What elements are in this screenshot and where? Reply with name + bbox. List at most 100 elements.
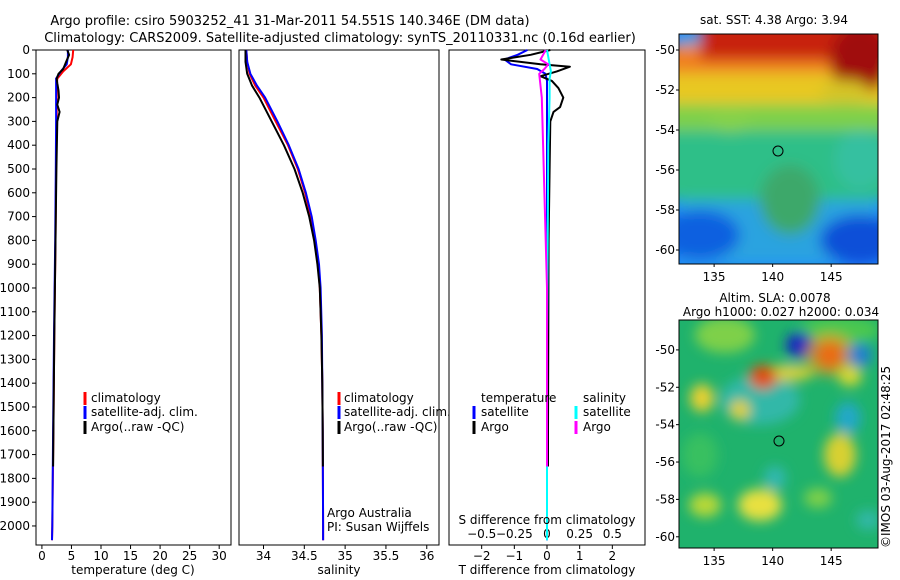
y-tick-label: 800 [7, 233, 30, 247]
sla-map-title-line2: Argo h1000: 0.027 h2000: 0.034 [683, 305, 879, 319]
map-y-tick-label: -58 [655, 203, 675, 217]
y-tick-label: 1900 [0, 495, 30, 509]
series-line-salinity-argo [538, 49, 550, 467]
x-tick-label: 34.5 [291, 549, 318, 563]
y-tick-label: 600 [7, 186, 30, 200]
figure-title-line1: Argo profile: csiro 5903252_41 31-Mar-20… [50, 14, 529, 29]
difference-series-lines [500, 49, 571, 541]
map-y-tick-label: -52 [655, 380, 675, 394]
sst-map-title: sat. SST: 4.38 Argo: 3.94 [700, 13, 848, 27]
copyright-label: ©IMOS 03-Aug-2017 02:48:25 [879, 366, 893, 548]
sst-map: sat. SST: 4.38 Argo: 3.94 [655, 13, 879, 284]
y-tick-label: 0 [22, 43, 30, 57]
sst-map-frame [678, 33, 879, 265]
s-tick-label: −0.25 [496, 527, 533, 541]
depth-axis: 0 100 200 300 400 500 600 700 800 900 1000 1100 1200… [0, 43, 36, 533]
map-y-tick-label: -54 [655, 123, 675, 137]
map-y-tick-label: -50 [655, 343, 675, 357]
sla-argo-marker [773, 435, 785, 447]
series-line-argo-raw-qc- [52, 49, 71, 467]
y-tick-label: 1600 [0, 424, 30, 438]
legend-label-argo: Argo(..raw -QC) [91, 420, 184, 434]
salinity-panel: 34 34.5 35 35.5 36 climatology satellite-adj… [238, 49, 451, 577]
map-x-tick-label: 135 [703, 554, 726, 568]
temperature-legend: climatology satellite-adj. clim. Argo(..… [83, 391, 198, 434]
x-tick-label: 30 [212, 549, 227, 563]
y-tick-label: 400 [7, 138, 30, 152]
sst-heatmap [679, 34, 878, 264]
s-difference-axis: −0.5 −0.25 0 0.25 0.5 [467, 527, 622, 541]
pi-label: PI: Susan Wijffels [327, 520, 429, 534]
legend-title-temperature: temperature [481, 391, 556, 405]
s-tick-label: 0.5 [603, 527, 622, 541]
map-x-tick-label: 145 [820, 554, 843, 568]
sst-map-axes: 135 140 145 -50 -52 -54 -56 -58 -60 [655, 43, 842, 284]
y-tick-label: 1300 [0, 352, 30, 366]
legend-label-satellite: satellite-adj. clim. [344, 405, 451, 419]
y-tick-label: 1000 [0, 281, 30, 295]
x-tick-label: 25 [182, 549, 197, 563]
map-x-tick-label: 145 [820, 270, 843, 284]
y-tick-label: 1800 [0, 471, 30, 485]
legend-title-salinity: salinity [583, 391, 626, 405]
map-x-tick-label: 135 [703, 270, 726, 284]
y-tick-label: 2000 [0, 519, 30, 533]
salinity-axes-frame [238, 49, 440, 546]
y-tick-label: 100 [7, 67, 30, 81]
map-y-tick-label: -50 [655, 43, 675, 57]
map-x-tick-label: 140 [761, 270, 784, 284]
y-tick-label: 300 [7, 114, 30, 128]
sla-map-title-line1: Altim. SLA: 0.0078 [719, 291, 830, 305]
x-tick-label: 35.5 [373, 549, 400, 563]
x-tick-label: 35 [337, 549, 352, 563]
t-difference-label: T difference from climatology [458, 563, 636, 577]
map-y-tick-label: -60 [655, 530, 675, 544]
map-y-tick-label: -58 [655, 492, 675, 506]
sla-map: Altim. SLA: 0.0078 Argo h1000: 0.027 h20… [655, 291, 879, 568]
t-difference-x-axis: −2 −1 0 1 2 [473, 545, 616, 563]
sla-map-axes: 135 140 145 -50 -52 -54 -56 -58 -60 [655, 343, 842, 568]
s-tick-label: 0.25 [566, 527, 593, 541]
temperature-axes-frame [35, 49, 232, 546]
x-tick-label: −1 [505, 549, 523, 563]
temperature-series-lines [51, 49, 75, 541]
sst-color-field [679, 34, 878, 264]
x-tick-label: −2 [473, 549, 491, 563]
map-y-tick-label: -60 [655, 243, 675, 257]
map-y-tick-label: -56 [655, 163, 675, 177]
y-tick-label: 1700 [0, 448, 30, 462]
legend-label-argo: Argo(..raw -QC) [344, 420, 437, 434]
x-tick-label: 1 [576, 549, 584, 563]
y-tick-label: 700 [7, 210, 30, 224]
map-y-tick-label: -54 [655, 418, 675, 432]
y-tick-label: 200 [7, 91, 30, 105]
x-tick-label: 20 [152, 549, 167, 563]
legend-label-s-satellite: satellite [583, 405, 631, 419]
x-tick-label: 0 [543, 549, 551, 563]
y-tick-label: 1500 [0, 400, 30, 414]
legend-label-t-satellite: satellite [481, 405, 529, 419]
sla-color-field [682, 320, 878, 530]
x-tick-label: 34 [256, 549, 271, 563]
legend-label-s-argo: Argo [583, 420, 611, 434]
difference-panel: −2 −1 0 1 2 −0.5 −0.25 0 0.25 0.5 temperature sa… [448, 49, 646, 577]
argo-australia-label: Argo Australia [327, 506, 412, 520]
salinity-x-label: salinity [317, 563, 360, 577]
sla-heatmap [679, 320, 878, 548]
legend-label-climatology: climatology [91, 391, 161, 405]
series-line-argo-raw-qc- [244, 50, 324, 467]
y-tick-label: 1200 [0, 329, 30, 343]
map-y-tick-label: -52 [655, 83, 675, 97]
map-x-tick-label: 140 [761, 554, 784, 568]
x-tick-label: 2 [609, 549, 617, 563]
sst-argo-marker [772, 145, 784, 157]
x-tick-label: 0 [38, 549, 46, 563]
x-tick-label: 10 [93, 549, 108, 563]
x-tick-label: 36 [419, 549, 434, 563]
salinity-series-lines [244, 49, 325, 541]
y-tick-label: 1400 [0, 376, 30, 390]
figure-title-line2: Climatology: CARS2009. Satellite-adjuste… [44, 31, 636, 46]
temperature-panel: 0100200300400500600700800900100011001200… [0, 43, 232, 577]
x-tick-label: 5 [68, 549, 76, 563]
legend-label-t-argo: Argo [481, 420, 509, 434]
